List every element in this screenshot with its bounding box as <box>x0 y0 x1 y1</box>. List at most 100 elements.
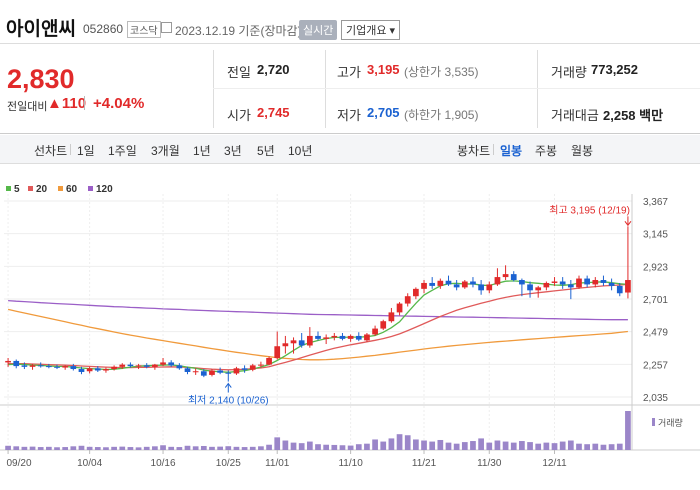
candle-body <box>355 335 362 340</box>
period-1y[interactable]: 1년 <box>193 144 211 158</box>
candle-daily[interactable]: 일봉 <box>500 144 523 158</box>
candle-body <box>21 365 28 367</box>
candle <box>461 280 468 289</box>
candle <box>535 285 542 298</box>
candle <box>600 275 607 286</box>
volume-bar <box>315 444 321 450</box>
volume-bar <box>519 441 525 450</box>
y-tick-label: 2,035 <box>643 393 668 404</box>
volume-bar <box>200 445 207 450</box>
candle <box>176 363 183 370</box>
volume-bar <box>192 446 199 450</box>
legend-swatch <box>58 186 63 191</box>
y-tick-label: 2,701 <box>643 295 668 306</box>
upper-limit: (상한가 3,535) <box>404 65 479 79</box>
x-tick-label: 11/21 <box>412 458 437 469</box>
company-info-dropdown[interactable]: 기업개요 ▾ <box>341 20 401 40</box>
candle <box>608 278 615 291</box>
volume-bar <box>364 443 370 450</box>
change-divider <box>84 96 85 110</box>
candle <box>249 363 256 372</box>
candle <box>388 307 395 323</box>
candle-body <box>535 287 542 291</box>
y-tick-label: 3,145 <box>643 230 668 241</box>
candle <box>111 365 117 371</box>
candle-body <box>404 296 411 304</box>
candle-body <box>584 278 590 285</box>
ma20-line <box>8 283 628 371</box>
x-tick-label: 09/20 <box>6 458 31 469</box>
candle <box>103 367 109 373</box>
volume-bar <box>13 446 20 450</box>
volume-bar <box>323 444 330 450</box>
volume-bar <box>559 441 566 450</box>
period-1w[interactable]: 1주일 <box>108 144 137 158</box>
legend-swatch <box>6 186 11 191</box>
volume-bars: 거래량 <box>5 411 683 450</box>
ma5-line <box>8 280 628 373</box>
realtime-button[interactable]: 실시간 <box>299 20 338 40</box>
volume-bar <box>429 441 436 450</box>
candle <box>135 363 142 370</box>
candle <box>519 278 525 297</box>
x-tick-label: 10/25 <box>216 458 241 469</box>
chart-legend: 5 20 60 120 <box>6 184 113 195</box>
candle <box>160 358 166 367</box>
candle-body <box>168 362 175 366</box>
candle <box>184 366 191 375</box>
volume-bar <box>494 440 501 450</box>
volume-bar <box>461 442 468 450</box>
candle-body <box>600 280 607 283</box>
candle-body <box>576 278 582 288</box>
candle <box>404 293 411 307</box>
volume-value: 773,252 <box>591 62 638 77</box>
candle <box>274 331 281 360</box>
period-3y[interactable]: 3년 <box>224 144 242 158</box>
candle <box>233 366 240 375</box>
candle-body <box>37 365 44 367</box>
volume-bar <box>355 444 362 450</box>
candle-body <box>470 281 476 285</box>
candle-body <box>608 282 615 286</box>
quote-panel: 2,830 전일대비 ▲110 +4.04% 전일 2,720 고가 3,195… <box>0 44 700 134</box>
period-3m[interactable]: 3개월 <box>151 144 180 158</box>
volume-bar <box>258 446 264 450</box>
high-label: 고가 <box>337 65 361 80</box>
volume-bar <box>176 447 183 450</box>
volume-bar <box>592 443 599 450</box>
period-10y[interactable]: 10년 <box>288 144 313 158</box>
lower-limit: (하한가 1,905) <box>404 108 479 122</box>
candle-body <box>437 280 444 286</box>
candle <box>290 337 297 354</box>
candle <box>298 332 305 348</box>
candle <box>200 369 207 378</box>
candle <box>127 362 134 368</box>
candle <box>355 332 362 342</box>
low-arrow-head <box>224 382 232 388</box>
x-tick-label: 10/04 <box>77 458 102 469</box>
high-annotation: 최고 3,195 (12/19) <box>549 204 630 216</box>
candle-body <box>445 280 452 285</box>
volume-bar <box>396 434 403 450</box>
low-annotation: 최저 2,140 (10/26) <box>188 395 269 407</box>
candle <box>429 277 436 289</box>
candle-body <box>461 281 468 288</box>
candle <box>380 319 387 331</box>
candle <box>445 275 452 286</box>
open-value: 2,745 <box>257 105 290 120</box>
volume-bar <box>404 435 411 450</box>
y-tick-label: 3,367 <box>643 197 668 208</box>
volume-bar <box>127 447 134 450</box>
period-5y[interactable]: 5년 <box>257 144 275 158</box>
low-value: 2,705 <box>367 105 400 120</box>
volume-bar <box>576 443 582 450</box>
candle-monthly[interactable]: 월봉 <box>571 144 594 158</box>
candle-body <box>160 362 166 365</box>
candle-body <box>13 360 20 367</box>
period-1d[interactable]: 1일 <box>77 144 95 158</box>
legend-label: 120 <box>96 184 113 195</box>
candle-body <box>396 303 403 313</box>
candle-weekly[interactable]: 주봉 <box>535 144 558 158</box>
volume-bar <box>152 446 158 450</box>
volume-bar <box>184 445 191 450</box>
